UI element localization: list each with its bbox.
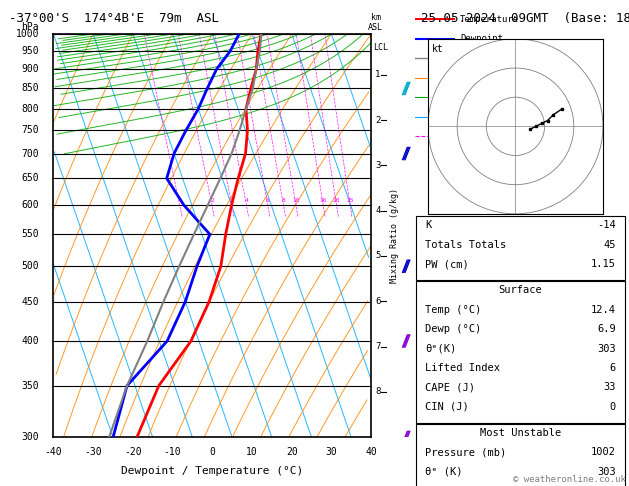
Text: -30: -30 xyxy=(84,448,102,457)
Text: 1: 1 xyxy=(376,70,381,79)
Text: 1002: 1002 xyxy=(591,448,616,457)
Bar xyxy=(416,216,625,280)
Text: 33: 33 xyxy=(603,382,616,392)
Text: PW (cm): PW (cm) xyxy=(425,259,469,269)
Text: 350: 350 xyxy=(21,381,39,391)
Text: 600: 600 xyxy=(21,200,39,210)
Bar xyxy=(416,281,625,423)
Text: -10: -10 xyxy=(164,448,181,457)
Text: CIN (J): CIN (J) xyxy=(425,402,469,412)
Text: 1.15: 1.15 xyxy=(591,259,616,269)
Text: 6: 6 xyxy=(376,297,381,306)
Text: 30: 30 xyxy=(326,448,337,457)
Text: Pressure (mb): Pressure (mb) xyxy=(425,448,506,457)
Text: 45: 45 xyxy=(603,240,616,250)
Text: hPa: hPa xyxy=(21,22,39,32)
Text: θᵉ (K): θᵉ (K) xyxy=(425,467,462,477)
Text: CAPE (J): CAPE (J) xyxy=(425,382,475,392)
Text: 3: 3 xyxy=(230,198,233,203)
Text: Temperature: Temperature xyxy=(460,15,519,24)
Text: 0: 0 xyxy=(610,402,616,412)
Text: Parcel Trajectory: Parcel Trajectory xyxy=(460,54,552,63)
Text: 303: 303 xyxy=(597,467,616,477)
Text: Dewpoint: Dewpoint xyxy=(460,35,503,43)
Text: 650: 650 xyxy=(21,174,39,183)
Text: kt: kt xyxy=(431,44,443,54)
Text: Lifted Index: Lifted Index xyxy=(425,363,500,373)
Bar xyxy=(416,424,625,486)
Text: 2: 2 xyxy=(376,116,381,125)
Text: 40: 40 xyxy=(365,448,377,457)
Text: 300: 300 xyxy=(21,433,39,442)
Text: 6: 6 xyxy=(266,198,270,203)
Text: 10: 10 xyxy=(292,198,299,203)
Text: 0: 0 xyxy=(209,448,215,457)
Text: -37°00'S  174°4B'E  79m  ASL: -37°00'S 174°4B'E 79m ASL xyxy=(9,12,220,25)
Text: 550: 550 xyxy=(21,229,39,239)
Text: 25: 25 xyxy=(347,198,354,203)
Text: Surface: Surface xyxy=(499,285,542,295)
Text: 8: 8 xyxy=(376,387,381,396)
Text: -14: -14 xyxy=(597,220,616,230)
Text: Isotherm: Isotherm xyxy=(460,112,503,121)
Text: 850: 850 xyxy=(21,84,39,93)
Text: 900: 900 xyxy=(21,64,39,74)
Text: 12.4: 12.4 xyxy=(591,305,616,315)
Text: Totals Totals: Totals Totals xyxy=(425,240,506,250)
Text: Dry Adiabat: Dry Adiabat xyxy=(460,73,519,82)
Text: Temp (°C): Temp (°C) xyxy=(425,305,481,315)
Text: 2: 2 xyxy=(210,198,214,203)
Text: 950: 950 xyxy=(21,46,39,56)
Text: 20: 20 xyxy=(333,198,340,203)
Text: Dewp (°C): Dewp (°C) xyxy=(425,324,481,334)
Text: -40: -40 xyxy=(45,448,62,457)
Text: Most Unstable: Most Unstable xyxy=(480,428,561,438)
Text: 6: 6 xyxy=(610,363,616,373)
Text: Mixing Ratio: Mixing Ratio xyxy=(460,132,525,140)
Text: K: K xyxy=(425,220,431,230)
Text: 16: 16 xyxy=(320,198,327,203)
Text: 7: 7 xyxy=(376,342,381,351)
Text: -20: -20 xyxy=(124,448,142,457)
Text: © weatheronline.co.uk: © weatheronline.co.uk xyxy=(513,474,626,484)
Text: 6.9: 6.9 xyxy=(597,324,616,334)
Text: θᵉ(K): θᵉ(K) xyxy=(425,344,456,354)
Text: 750: 750 xyxy=(21,125,39,136)
Text: 700: 700 xyxy=(21,149,39,158)
Text: 1: 1 xyxy=(178,198,182,203)
Text: 400: 400 xyxy=(21,336,39,346)
Text: 303: 303 xyxy=(597,344,616,354)
Text: 25.05.2024  09GMT  (Base: 18): 25.05.2024 09GMT (Base: 18) xyxy=(421,12,629,25)
Text: Mixing Ratio (g/kg): Mixing Ratio (g/kg) xyxy=(390,188,399,283)
Text: 3: 3 xyxy=(376,161,381,170)
Text: 4: 4 xyxy=(245,198,248,203)
Text: 500: 500 xyxy=(21,261,39,271)
Text: 10: 10 xyxy=(246,448,258,457)
Text: 450: 450 xyxy=(21,296,39,307)
Text: Wet Adiabat: Wet Adiabat xyxy=(460,93,519,102)
Text: 5: 5 xyxy=(376,251,381,260)
Text: LCL: LCL xyxy=(373,43,387,52)
Text: Dewpoint / Temperature (°C): Dewpoint / Temperature (°C) xyxy=(121,466,303,476)
Text: 20: 20 xyxy=(286,448,298,457)
Text: km
ASL: km ASL xyxy=(368,13,383,32)
Text: 800: 800 xyxy=(21,104,39,114)
Text: 8: 8 xyxy=(282,198,286,203)
Text: 1000: 1000 xyxy=(16,29,39,39)
Text: 4: 4 xyxy=(376,206,381,215)
